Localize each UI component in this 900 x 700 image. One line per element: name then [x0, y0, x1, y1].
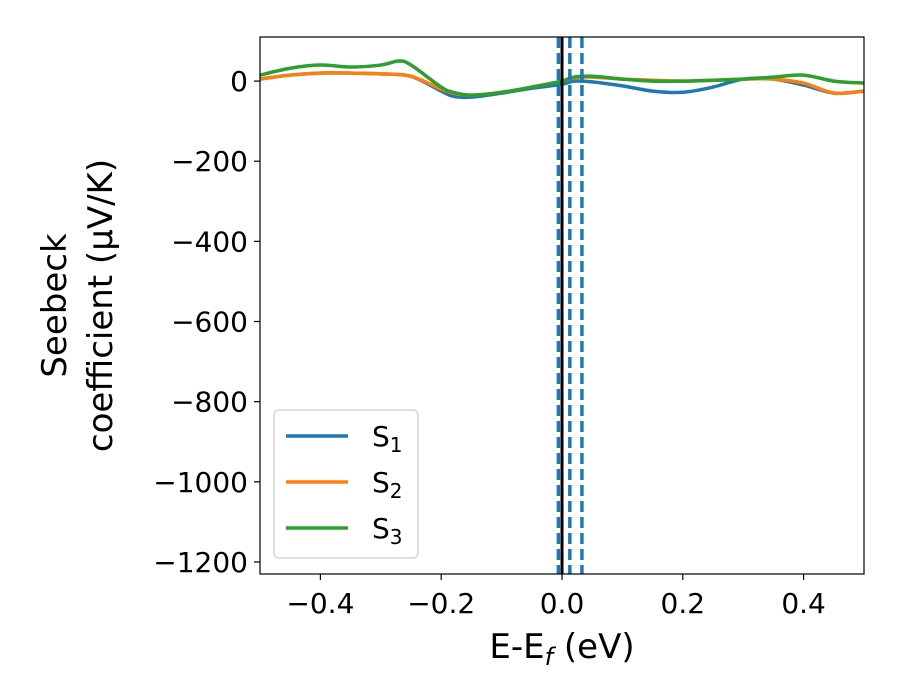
x-tick-label: 0.0 — [540, 587, 585, 620]
axes: −0.4 −0.2 0.0 0.2 0.4 0 −200 −400 −600 −800 −1000 −… — [35, 36, 865, 671]
legend-label-s3: S3 — [372, 512, 403, 549]
legend-label-name: S — [372, 512, 390, 545]
x-axis-label-main: E-E — [489, 627, 544, 667]
legend-box — [273, 409, 419, 559]
legend-label-s2: S2 — [372, 466, 403, 503]
y-tick-label: −800 — [171, 386, 248, 419]
x-tick-label: 0.2 — [661, 587, 706, 620]
y-tick-label: −1000 — [153, 466, 248, 499]
legend-label-subscript: 2 — [390, 479, 403, 503]
x-tick-label: −0.4 — [286, 587, 354, 620]
y-axis-label-line2: coefficient (μV/K) — [81, 159, 121, 452]
x-tick-label: 0.4 — [781, 587, 826, 620]
y-tick-label: −600 — [171, 306, 248, 339]
legend-label-name: S — [372, 420, 390, 453]
series-line-s3 — [260, 59, 864, 97]
y-tick-label: −200 — [171, 145, 248, 178]
y-tick-label: −400 — [171, 225, 248, 258]
y-tick-label: −1200 — [153, 546, 248, 579]
x-axis-label: E-Ef (eV) — [489, 627, 634, 671]
legend-label-subscript: 3 — [390, 525, 403, 549]
legend-label-subscript: 1 — [390, 433, 403, 457]
reference-lines — [556, 37, 584, 574]
legend-label-s1: S1 — [372, 420, 403, 457]
x-axis-label-unit: (eV) — [553, 627, 635, 667]
legend-label-name: S — [372, 466, 390, 499]
x-tick-label: −0.2 — [407, 587, 475, 620]
y-axis-label-line1: Seebeck — [35, 233, 75, 378]
y-tick-label: 0 — [230, 65, 248, 98]
